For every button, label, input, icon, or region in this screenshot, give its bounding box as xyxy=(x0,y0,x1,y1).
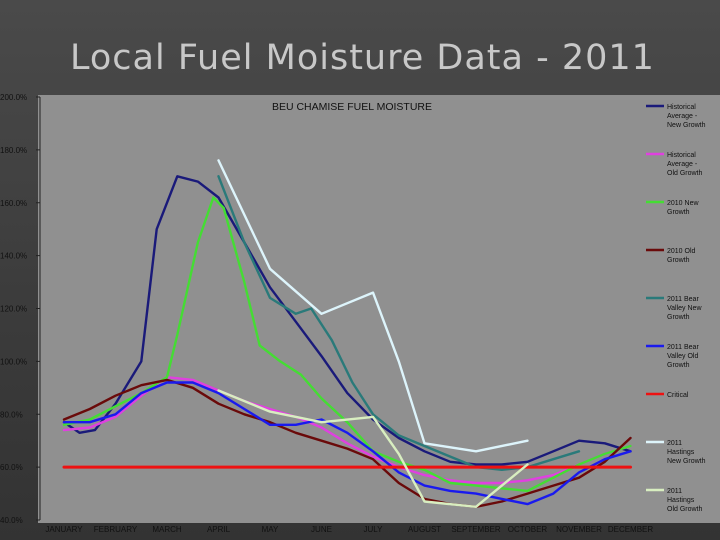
y-tick-label: 60.0% xyxy=(0,463,23,472)
x-tick-label: DECEMBER xyxy=(608,525,654,534)
series-group xyxy=(62,159,632,508)
series-line-2011-hastings-new-growth xyxy=(217,159,529,453)
x-tick-label: MAY xyxy=(262,525,279,534)
x-tick-label: MARCH xyxy=(152,525,182,534)
legend: Historical Average -New Growth Historical A… xyxy=(646,104,706,513)
x-tick-label: JANUARY xyxy=(45,525,83,534)
series-line-2011-hastings-old-growth xyxy=(217,389,529,508)
y-tick-label: 120.0% xyxy=(0,305,27,314)
series-line-2011-bear-valley-old-growth xyxy=(62,381,632,506)
y-tick-label: 160.0% xyxy=(0,199,27,208)
y-tick-label: 140.0% xyxy=(0,252,27,261)
legend-label: 2011 Bear Valley New Growth xyxy=(667,296,702,321)
legend-label: Critical xyxy=(667,392,689,399)
legend-label: 2010 New Growth xyxy=(667,200,699,216)
legend-label: 2011 Bear Valley Old Growth xyxy=(667,344,699,369)
x-tick-label: FEBRUARY xyxy=(94,525,138,534)
series-line-historical-average-new-growth xyxy=(62,175,632,466)
legend-label: 2010 Old Growth xyxy=(667,248,696,264)
legend-label: 2011 Hastings Old Growth xyxy=(667,488,703,513)
x-tick-label: OCTOBER xyxy=(508,525,548,534)
x-tick-label: NOVEMBER xyxy=(556,525,602,534)
chart-title: BEU CHAMISE FUEL MOISTURE xyxy=(272,101,432,113)
x-tick-label: JULY xyxy=(364,525,384,534)
y-tick-label: 40.0% xyxy=(0,516,23,525)
y-tick-label: 180.0% xyxy=(0,146,27,155)
x-tick-label: APRIL xyxy=(207,525,231,534)
y-tick-label: 200.0% xyxy=(0,93,27,102)
slide-title: Local Fuel Moisture Data - 2011 xyxy=(70,38,655,78)
series-line-2010-new-growth xyxy=(62,196,632,493)
legend-label: 2011 Hastings New Growth xyxy=(667,440,706,465)
y-axis: 40.0% 60.0% 80.0% 100.0% 120.0% 140.0% 160.0% 1… xyxy=(0,93,41,525)
chart: BEU CHAMISE FUEL MOISTURE 40.0% 60.0% 80.0… xyxy=(0,92,720,540)
y-tick-label: 80.0% xyxy=(0,410,23,419)
x-tick-label: SEPTEMBER xyxy=(451,525,501,534)
chart-svg: BEU CHAMISE FUEL MOISTURE 40.0% 60.0% 80.0… xyxy=(0,93,720,534)
legend-label: Historical Average -Old Growth xyxy=(667,152,703,177)
legend-label: Historical Average -New Growth xyxy=(667,104,706,129)
x-tick-label: JUNE xyxy=(311,525,332,534)
series-line-2010-old-growth xyxy=(62,378,632,508)
x-axis: JANUARY FEBRUARY MARCH APRIL MAY JUNE JULY AUGU… xyxy=(45,525,653,534)
x-tick-label: AUGUST xyxy=(408,525,441,534)
y-tick-label: 100.0% xyxy=(0,357,27,366)
